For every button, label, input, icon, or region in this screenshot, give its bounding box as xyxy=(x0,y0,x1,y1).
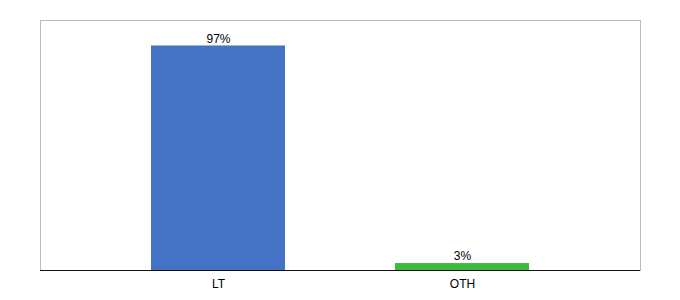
svg-text:OTH: OTH xyxy=(450,277,475,291)
svg-text:LT: LT xyxy=(212,277,226,291)
svg-text:3%: 3% xyxy=(454,249,472,263)
svg-text:97%: 97% xyxy=(206,32,230,46)
